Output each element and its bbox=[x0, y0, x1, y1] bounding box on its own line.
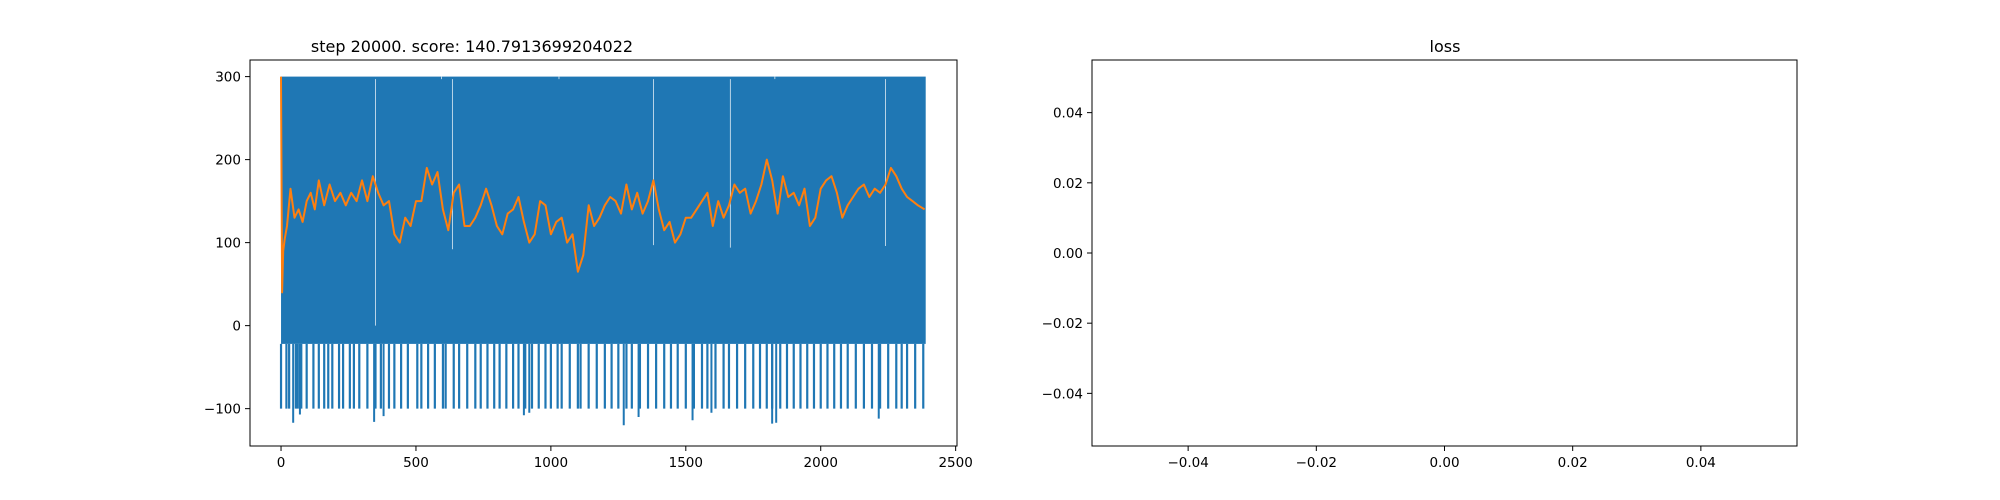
score-plot-data-area bbox=[279, 76, 926, 426]
x-tick-label: 0.02 bbox=[1558, 455, 1588, 471]
loss-plot-y-axis: −0.04 −0.02 0.00 0.02 0.04 bbox=[1042, 106, 1092, 402]
score-plot-x-axis: 0 500 1000 1500 2000 2500 bbox=[277, 446, 973, 471]
score-plot-y-axis: −100 0 100 200 300 bbox=[204, 70, 250, 418]
x-tick-label: 0 bbox=[277, 455, 286, 471]
loss-plot-x-axis: −0.04 −0.02 0.00 0.02 0.04 bbox=[1167, 446, 1716, 471]
score-plot-panel: step 20000. score: 140.7913699204022 0 50… bbox=[204, 37, 973, 471]
x-tick-label: 2000 bbox=[804, 455, 838, 471]
x-tick-label: −0.02 bbox=[1296, 455, 1337, 471]
y-tick-label: 100 bbox=[215, 236, 241, 252]
x-tick-label: −0.04 bbox=[1167, 455, 1208, 471]
loss-plot-panel: loss −0.04 −0.02 0.00 0.02 0.04 −0.04 −0.02 0.… bbox=[1042, 37, 1798, 471]
average-score-line bbox=[280, 76, 926, 294]
y-tick-label: 0.00 bbox=[1053, 246, 1083, 262]
y-tick-label: 0.04 bbox=[1053, 106, 1083, 122]
x-tick-label: 0.04 bbox=[1686, 455, 1716, 471]
y-tick-label: 200 bbox=[215, 153, 241, 169]
x-tick-label: 0.00 bbox=[1429, 455, 1459, 471]
x-tick-label: 1500 bbox=[669, 455, 703, 471]
y-tick-label: −100 bbox=[204, 402, 241, 418]
y-tick-label: 0.02 bbox=[1053, 176, 1083, 192]
x-tick-label: 2500 bbox=[938, 455, 972, 471]
score-plot-title: step 20000. score: 140.7913699204022 bbox=[311, 37, 633, 56]
score-plot-frame bbox=[249, 59, 958, 447]
y-tick-label: −0.02 bbox=[1042, 316, 1083, 332]
loss-plot-frame bbox=[1091, 59, 1798, 447]
y-tick-label: 300 bbox=[215, 70, 241, 86]
x-tick-label: 1000 bbox=[534, 455, 568, 471]
y-tick-label: 0 bbox=[232, 319, 241, 335]
x-tick-label: 500 bbox=[403, 455, 429, 471]
loss-plot-title: loss bbox=[1430, 37, 1461, 56]
y-tick-label: −0.04 bbox=[1042, 386, 1083, 402]
